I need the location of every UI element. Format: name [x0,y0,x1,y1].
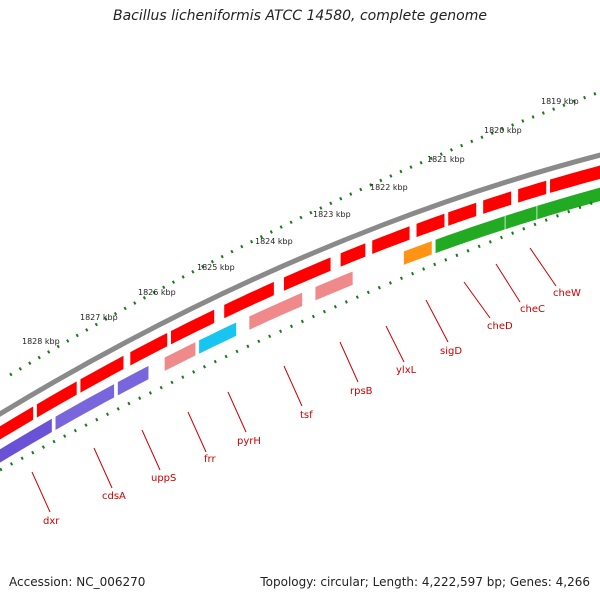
gene-block-frr [164,341,196,372]
scale-label-1826: 1826 kbp [138,288,176,297]
gene-labels: dxr cdsA uppS frr pyrH tsf rpsB ylxL sig… [43,288,581,527]
forward-cds-block [517,179,547,204]
gene-block-pyrh [198,321,237,355]
gene-label-rpsb: rpsB [350,386,373,397]
forward-cds-block [371,225,411,255]
gene-label-cdsa: cdsA [102,491,126,502]
forward-cds-block [283,256,332,292]
forward-cds-block [223,280,275,320]
forward-cds-block [129,331,168,367]
gene-block-rpsb [314,270,354,302]
gene-block-dxr [0,417,53,464]
gene-label-chew: cheW [553,288,581,299]
scale-labels: 1819 kbp 1820 kbp 1821 kbp 1822 kbp 1823… [22,97,579,346]
scale-label-1827: 1827 kbp [80,313,118,322]
scale-label-1828: 1828 kbp [22,337,60,346]
forward-cds-block [340,242,366,268]
scale-label-1819: 1819 kbp [541,97,579,106]
gene-label-chec: cheC [520,304,545,315]
accession-text: Accession: NC_006270 [9,575,146,589]
gene-block-chew [536,187,600,221]
scale-label-1822: 1822 kbp [370,183,408,192]
gene-block-ched [434,215,506,254]
label-leader-lines [31,247,557,513]
gene-label-sigd: sigD [440,346,462,357]
forward-cds-block [549,164,600,194]
inner-scale-track [0,198,600,472]
gene-block-chec [504,205,538,231]
gene-label-dxr: dxr [43,516,60,527]
forward-cds-track [0,164,600,441]
gene-label-tsf: tsf [300,410,313,421]
scale-label-1821: 1821 kbp [427,155,465,164]
gene-label-ched: cheD [487,321,513,332]
gene-label-upps: uppS [151,473,176,484]
genome-backbone [0,152,600,417]
forward-cds-block [415,212,446,238]
scale-label-1825: 1825 kbp [197,263,235,272]
gene-block-cdsa [54,383,115,431]
forward-cds-block [170,308,215,346]
forward-cds-block [447,201,477,227]
forward-cds-block [0,405,34,441]
genome-stats-text: Topology: circular; Length: 4,222,597 bp… [260,575,590,589]
gene-feature-track [0,187,600,464]
scale-label-1823: 1823 kbp [313,210,351,219]
gene-label-ylxl: ylxL [396,365,417,376]
forward-cds-block [482,190,512,215]
gene-label-pyrh: pyrH [237,436,261,447]
gene-block-sigd [403,240,433,266]
gene-block-upps [117,364,150,397]
forward-cds-block [36,380,78,419]
scale-label-1824: 1824 kbp [255,237,293,246]
scale-label-1820: 1820 kbp [484,126,522,135]
gene-label-frr: frr [204,454,216,465]
forward-cds-block [79,354,125,394]
gene-block-tsf [248,291,303,331]
map-title: Bacillus licheniformis ATCC 14580, compl… [113,8,487,24]
